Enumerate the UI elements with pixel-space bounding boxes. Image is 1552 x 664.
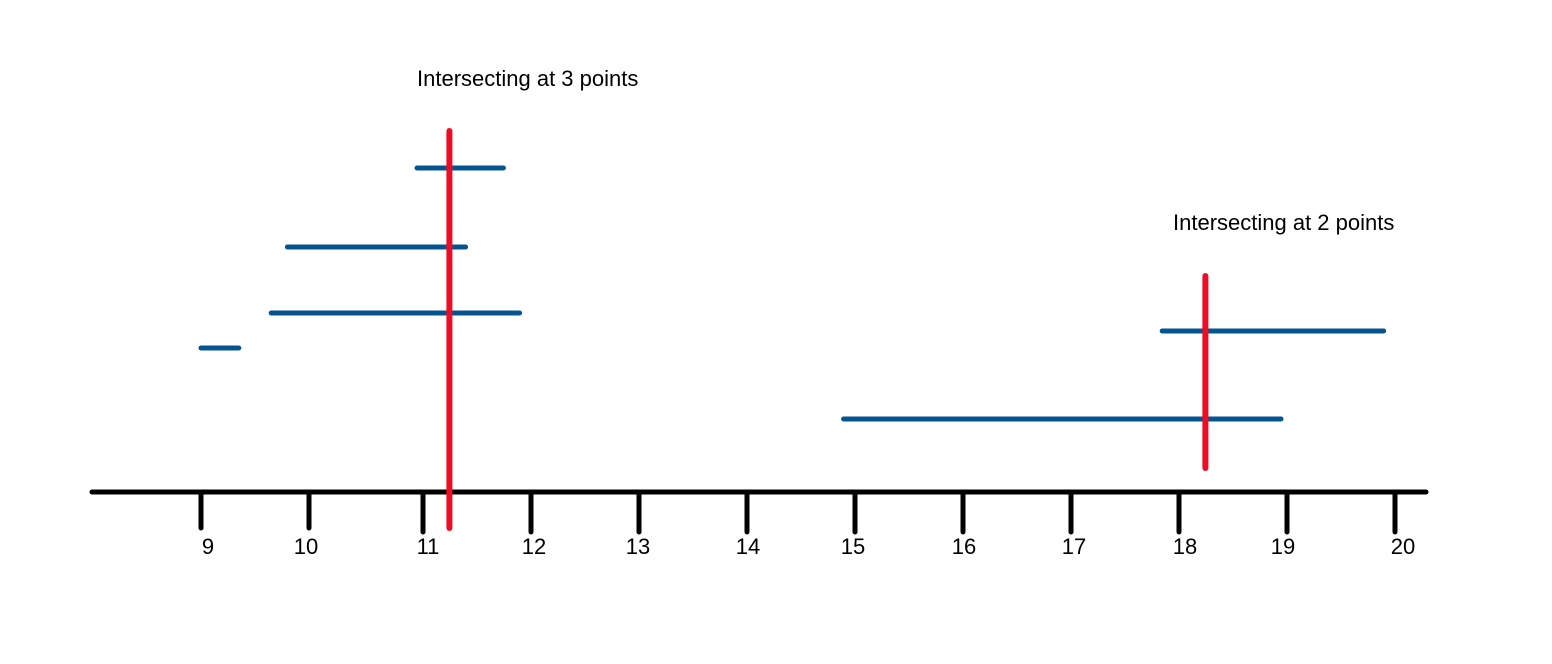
axis-tick-label: 19 (1271, 534, 1295, 559)
axis-tick-labels: 9 10 11 12 13 14 15 16 17 18 19 20 (202, 534, 1415, 559)
axis-tick-label: 18 (1173, 534, 1197, 559)
axis-tick-label: 15 (841, 534, 865, 559)
axis-tick-label: 20 (1391, 534, 1415, 559)
probe-lines (446, 128, 1209, 531)
axis-tick-label: 9 (202, 534, 214, 559)
axis-tick-label: 16 (952, 534, 976, 559)
axis-tick-label: 13 (626, 534, 650, 559)
axis-ticks (198, 489, 1398, 535)
axis-tick-label: 11 (417, 534, 440, 559)
axis-tick-label: 17 (1062, 534, 1086, 559)
axis-tick-label: 14 (736, 534, 760, 559)
annotation-left: Intersecting at 3 points (417, 66, 638, 91)
axis-tick-label: 10 (294, 534, 318, 559)
annotation-right: Intersecting at 2 points (1173, 210, 1394, 235)
axis-tick-label: 12 (522, 534, 546, 559)
